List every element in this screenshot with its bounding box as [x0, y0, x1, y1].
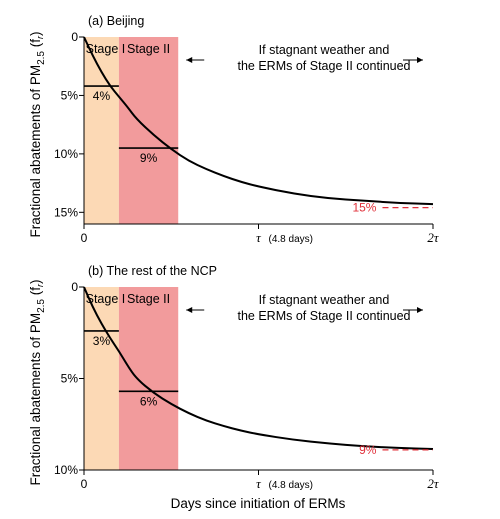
y-tick-label: 10% [54, 147, 78, 161]
x-tick-label: 0 [81, 477, 88, 491]
stage2-band [118, 287, 179, 470]
panel-rest-of-ncp: 05%10%0 τ (4.8 days) 2τ (b) The rest of the… [54, 264, 440, 491]
right-arrow-icon [417, 307, 423, 313]
stage2-label: Stage II [127, 292, 170, 306]
stage1-band [84, 37, 119, 224]
y-tick-label: 0 [71, 280, 78, 294]
y-tick-label: 5% [61, 88, 79, 102]
annotation-arrows [186, 307, 423, 313]
x-axis-title: Days since initiation of ERMs [171, 496, 346, 511]
annotation-arrows [186, 57, 423, 63]
x-tick-note: (4.8 days) [269, 234, 313, 245]
y-tick-label: 15% [54, 205, 78, 219]
stage1-average-label: 3% [93, 334, 111, 348]
stage2-average-label: 6% [140, 394, 158, 408]
x-tick-label: τ [256, 230, 262, 245]
right-arrow-icon [417, 57, 423, 63]
x-tick-note: (4.8 days) [269, 480, 313, 491]
stage1-band [84, 287, 119, 470]
annotation-line-1: If stagnant weather and [259, 43, 390, 57]
x-tick-label: τ [256, 476, 262, 491]
y-axis-title-b: Fractional abatements of PM2.5 (fr) [28, 279, 47, 485]
annotation-line-2: the ERMs of Stage II continued [237, 59, 410, 73]
stage1-label: Stage I [86, 292, 126, 306]
stage1-label: Stage I [86, 42, 126, 56]
stage2-label: Stage II [127, 42, 170, 56]
abatement-curve [83, 36, 434, 206]
axes: 05%10%0 τ (4.8 days) 2τ [54, 280, 440, 491]
asymptote-label: 9% [359, 443, 377, 457]
x-tick-label: 2τ [427, 230, 440, 245]
stage1-average-label: 4% [93, 89, 111, 103]
y-tick-label: 0 [71, 30, 78, 44]
left-arrow-icon [186, 57, 193, 63]
annotation-line-1: If stagnant weather and [259, 293, 390, 307]
axes: 05%10%15%0 τ (4.8 days) 2τ [54, 30, 440, 245]
panel-beijing: 05%10%15%0 τ (4.8 days) 2τ (a) Beijing Stag… [54, 14, 440, 245]
x-tick-label: 2τ [427, 476, 440, 491]
asymptote-label: 15% [352, 201, 376, 215]
y-tick-label: 5% [61, 372, 79, 386]
panel-title: (a) Beijing [88, 14, 144, 28]
annotation-line-2: the ERMs of Stage II continued [237, 309, 410, 323]
panel-title: (b) The rest of the NCP [88, 264, 217, 278]
left-arrow-icon [186, 307, 193, 313]
stage2-average-label: 9% [140, 151, 158, 165]
y-tick-label: 10% [54, 463, 78, 477]
x-tick-label: 0 [81, 231, 88, 245]
y-axis-title-a: Fractional abatements of PM2.5 (fr) [28, 31, 47, 237]
